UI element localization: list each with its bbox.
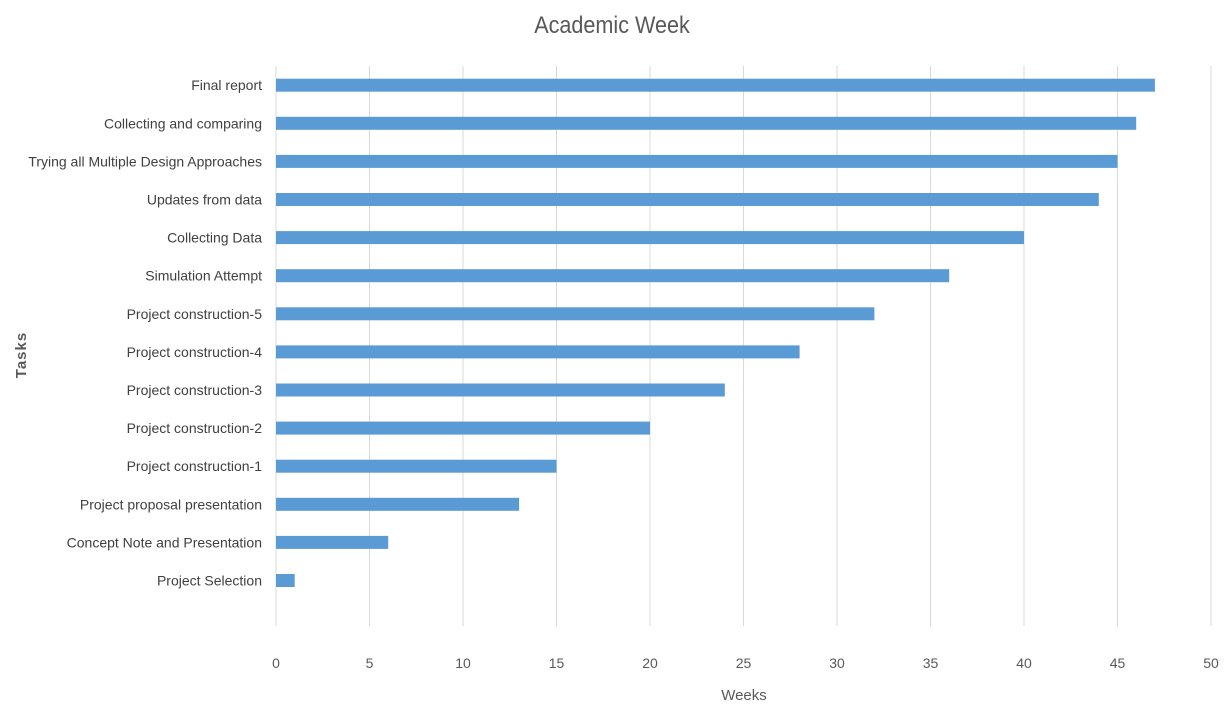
x-axis-title: Weeks [721, 687, 767, 704]
bar [276, 345, 800, 359]
x-tick-label: 30 [829, 655, 845, 671]
category-label: Collecting Data [167, 230, 262, 246]
bar [276, 78, 1155, 92]
x-tick-label: 25 [736, 655, 752, 671]
category-label: Concept Note and Presentation [67, 534, 262, 550]
bars [276, 78, 1155, 587]
category-label: Project construction-1 [127, 458, 263, 474]
category-label: Project construction-5 [127, 306, 263, 322]
bar [276, 497, 520, 511]
chart-title: Academic Week [534, 11, 690, 38]
bar [276, 574, 295, 587]
bar [276, 307, 875, 321]
y-axis-title: Tasks [13, 332, 30, 378]
category-label: Trying all Multiple Design Approaches [28, 153, 262, 169]
x-tick-label: 15 [549, 655, 565, 671]
x-tick-label: 40 [1016, 655, 1032, 671]
category-label: Final report [191, 77, 262, 93]
bar [276, 154, 1118, 168]
x-tick-label: 10 [455, 655, 471, 671]
bar [276, 193, 1099, 206]
x-tick-labels: 0 5 10 15 20 25 30 35 40 45 50 [272, 655, 1219, 671]
category-label: Simulation Attempt [145, 268, 262, 284]
bar [276, 116, 1137, 130]
category-label: Project Selection [157, 573, 262, 589]
category-label: Project construction-2 [127, 420, 263, 436]
x-tick-label: 0 [272, 655, 280, 671]
bar [276, 231, 1024, 245]
x-tick-label: 5 [366, 655, 374, 671]
x-tick-label: 45 [1110, 655, 1126, 671]
category-label: Project construction-3 [127, 382, 263, 398]
bar [276, 459, 557, 473]
category-label: Project proposal presentation [80, 496, 262, 512]
category-label: Collecting and comparing [104, 115, 262, 131]
category-labels: Project Selection Concept Note and Presen… [28, 77, 262, 588]
category-label: Project construction-4 [127, 344, 263, 360]
x-tick-label: 20 [642, 655, 658, 671]
x-tick-label: 35 [923, 655, 939, 671]
category-label: Updates from data [147, 192, 262, 208]
x-tick-label: 50 [1203, 655, 1219, 671]
bar [276, 421, 650, 435]
bar [276, 383, 725, 397]
bar [276, 269, 950, 283]
bar [276, 535, 389, 549]
